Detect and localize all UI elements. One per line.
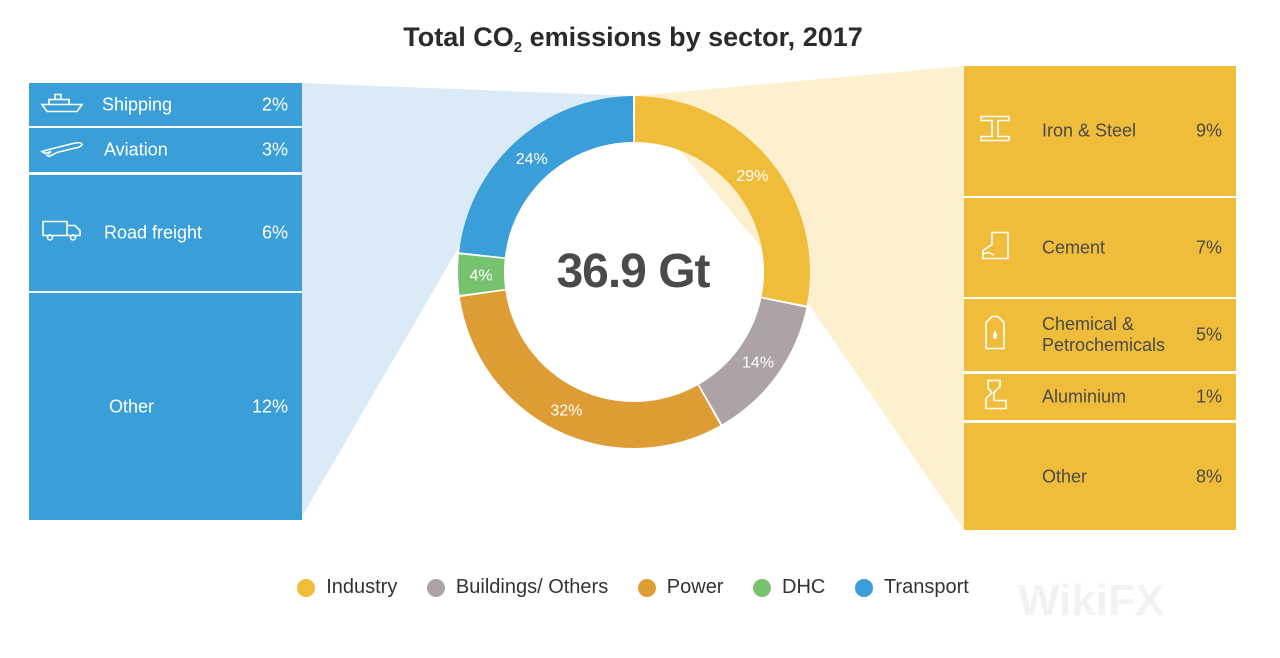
slice-industry <box>634 96 811 306</box>
industry-aluminium-box: Aluminium 1% <box>964 374 1236 420</box>
chart-legend: Industry Buildings/ Others Power DHC Tra… <box>0 576 1266 603</box>
slice-transport <box>459 96 634 258</box>
slice-label-industry: 29% <box>736 168 768 185</box>
legend-swatch-transport <box>854 578 873 597</box>
industry-other-value: 8% <box>1195 466 1222 486</box>
transport-other-value: 12% <box>251 396 288 416</box>
legend-item-dhc: DHC <box>753 576 825 599</box>
industry-chemical-box: Chemical & Petrochemicals 5% <box>964 299 1236 371</box>
total-emissions-value: 36.9 Gt <box>556 245 710 298</box>
legend-item-transport: Transport <box>854 576 969 599</box>
slice-power <box>459 290 721 448</box>
legend-label-transport: Transport <box>883 576 969 598</box>
aluminium-value: 1% <box>1195 386 1222 407</box>
legend-swatch-dhc <box>753 578 772 597</box>
aviation-value: 3% <box>261 139 288 160</box>
legend-swatch-buildings <box>426 578 445 597</box>
legend-swatch-industry <box>297 578 316 597</box>
transport-other-box: Other 12% <box>29 293 302 520</box>
slice-dhc <box>458 254 506 296</box>
industry-cement-box: Cement 7% <box>964 198 1236 297</box>
cement-label: Cement <box>1042 237 1106 257</box>
iron-steel-label: Iron & Steel <box>1042 120 1137 141</box>
transport-connector <box>300 83 634 520</box>
transport-other-label: Other <box>109 396 155 416</box>
slice-label-power: 32% <box>550 402 582 419</box>
chart-title: Total CO2 emissions by sector, 2017 <box>403 22 863 56</box>
legend-label-dhc: DHC <box>782 576 826 598</box>
industry-other-box: Other 8% <box>964 423 1236 530</box>
industry-other-label: Other <box>1042 466 1088 486</box>
slice-label-dhc: 4% <box>469 267 492 284</box>
steel-beam-icon <box>978 114 1012 149</box>
truck-icon <box>39 219 85 248</box>
ship-icon <box>39 90 85 119</box>
legend-label-industry: Industry <box>326 576 398 598</box>
road-freight-value: 6% <box>261 222 288 243</box>
watermark: WikiFX <box>1018 576 1165 625</box>
legend-item-buildings: Buildings/ Others <box>426 576 609 599</box>
aluminium-label: Aluminium <box>1042 386 1127 407</box>
cement-value: 7% <box>1195 237 1222 257</box>
legend-item-industry: Industry <box>297 576 397 599</box>
aluminium-icon <box>980 377 1010 418</box>
shipping-value: 2% <box>261 94 288 114</box>
chemical-canister-icon <box>980 313 1010 358</box>
legend-swatch-power <box>637 578 656 597</box>
transport-aviation-box: Aviation 3% <box>29 128 302 172</box>
slice-label-buildings: 14% <box>742 355 774 372</box>
chemical-label: Chemical & Petrochemicals <box>1042 314 1166 355</box>
legend-label-buildings: Buildings/ Others <box>455 576 609 598</box>
chemical-value: 5% <box>1195 324 1222 345</box>
aviation-label: Aviation <box>104 139 168 160</box>
airplane-icon <box>39 136 85 165</box>
slice-label-transport: 24% <box>516 151 548 168</box>
transport-road-freight-box: Road freight 6% <box>29 175 302 291</box>
shipping-label: Shipping <box>102 94 173 114</box>
cement-icon <box>978 228 1012 267</box>
legend-label-power: Power <box>666 576 724 598</box>
industry-connector <box>634 66 964 530</box>
road-freight-label: Road freight <box>104 222 203 243</box>
transport-shipping-box: Shipping 2% <box>29 83 302 126</box>
legend-item-power: Power <box>637 576 724 599</box>
industry-iron-steel-box: Iron & Steel 9% <box>964 66 1236 196</box>
slice-buildings <box>699 298 807 425</box>
iron-steel-value: 9% <box>1195 120 1222 141</box>
